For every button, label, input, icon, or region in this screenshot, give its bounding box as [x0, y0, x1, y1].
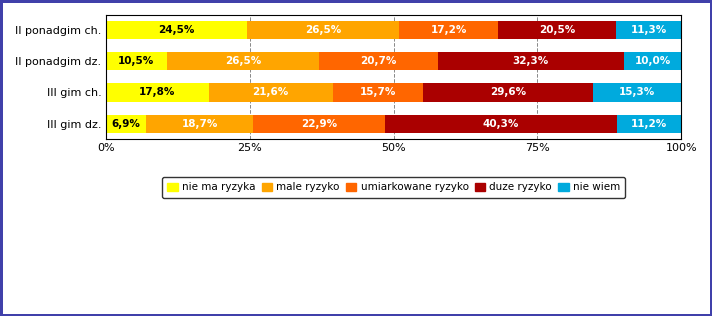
Bar: [209, 83, 333, 102]
Bar: [399, 21, 498, 39]
Text: 15,3%: 15,3%: [619, 88, 655, 98]
Text: 24,5%: 24,5%: [159, 25, 195, 35]
Bar: [106, 83, 209, 102]
Text: 32,3%: 32,3%: [513, 56, 549, 66]
Text: 20,7%: 20,7%: [360, 56, 397, 66]
Text: 11,3%: 11,3%: [631, 25, 667, 35]
Bar: [106, 115, 146, 133]
Text: 22,9%: 22,9%: [301, 119, 337, 129]
Bar: [498, 21, 616, 39]
Bar: [106, 52, 167, 70]
Text: 40,3%: 40,3%: [483, 119, 519, 129]
Text: 26,5%: 26,5%: [305, 25, 342, 35]
Text: 26,5%: 26,5%: [225, 56, 261, 66]
Text: 6,9%: 6,9%: [112, 119, 140, 129]
Text: 17,2%: 17,2%: [431, 25, 467, 35]
Text: 21,6%: 21,6%: [253, 88, 289, 98]
Bar: [167, 52, 319, 70]
Legend: nie ma ryzyka, male ryzyko, umiarkowane ryzyko, duze ryzyko, nie wiem: nie ma ryzyka, male ryzyko, umiarkowane …: [162, 177, 625, 198]
Text: 20,5%: 20,5%: [539, 25, 575, 35]
Bar: [146, 115, 253, 133]
Text: 29,6%: 29,6%: [490, 88, 526, 98]
Bar: [385, 115, 617, 133]
Text: 11,2%: 11,2%: [631, 119, 667, 129]
Bar: [438, 52, 624, 70]
Text: 15,7%: 15,7%: [360, 88, 396, 98]
Bar: [593, 83, 681, 102]
Bar: [106, 21, 247, 39]
Bar: [333, 83, 423, 102]
Bar: [616, 21, 681, 39]
Bar: [253, 115, 385, 133]
Bar: [247, 21, 399, 39]
Text: 17,8%: 17,8%: [140, 88, 176, 98]
Text: 10,5%: 10,5%: [118, 56, 155, 66]
Bar: [319, 52, 438, 70]
Bar: [624, 52, 681, 70]
Bar: [617, 115, 681, 133]
Text: 18,7%: 18,7%: [182, 119, 218, 129]
Text: 10,0%: 10,0%: [634, 56, 671, 66]
Bar: [423, 83, 593, 102]
